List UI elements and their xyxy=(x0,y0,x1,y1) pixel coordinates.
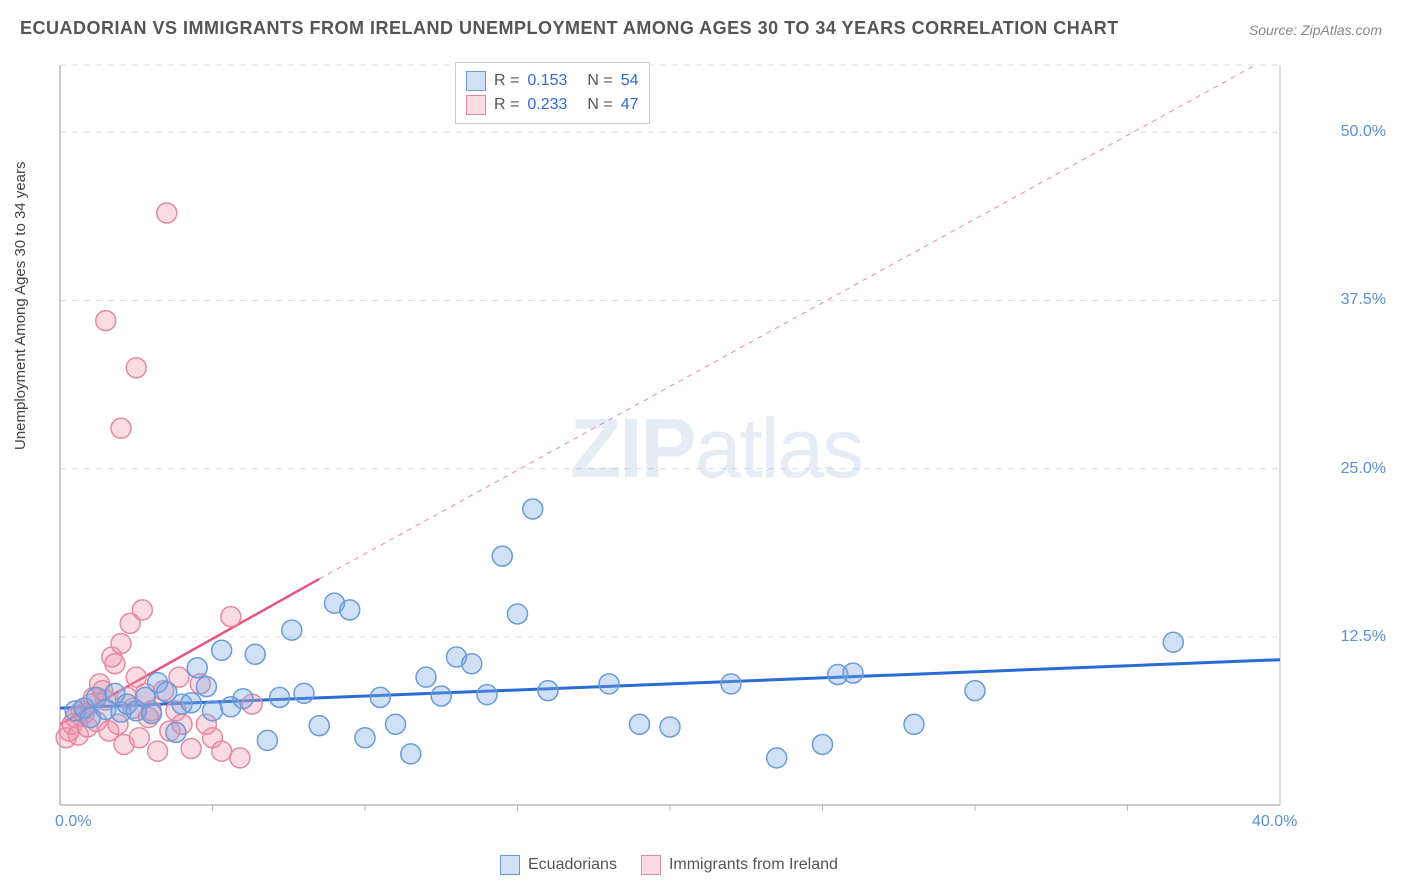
swatch-ecuadorians xyxy=(500,855,520,875)
legend-item-ecuadorians: Ecuadorians xyxy=(500,855,617,875)
y-tick-label: 50.0% xyxy=(1341,123,1386,141)
swatch-ireland xyxy=(466,95,486,115)
r-value-1: 0.153 xyxy=(527,72,567,90)
x-axis-min: 0.0% xyxy=(55,813,91,831)
legend-item-ireland: Immigrants from Ireland xyxy=(641,855,838,875)
swatch-ecuadorians xyxy=(466,71,486,91)
y-tick-label: 37.5% xyxy=(1341,291,1386,309)
source-label: Source: ZipAtlas.com xyxy=(1249,22,1382,38)
legend-label-1: Ecuadorians xyxy=(528,856,617,874)
n-label: N = xyxy=(587,96,612,114)
y-axis-label: Unemployment Among Ages 30 to 34 years xyxy=(12,161,29,450)
stats-row-1: R = 0.153 N = 54 xyxy=(466,69,639,93)
n-value-1: 54 xyxy=(621,72,639,90)
y-tick-label: 12.5% xyxy=(1341,628,1386,646)
chart-title: ECUADORIAN VS IMMIGRANTS FROM IRELAND UN… xyxy=(20,18,1119,39)
y-tick-label: 25.0% xyxy=(1341,460,1386,478)
stats-legend: R = 0.153 N = 54 R = 0.233 N = 47 xyxy=(455,62,650,124)
r-value-2: 0.233 xyxy=(527,96,567,114)
swatch-ireland xyxy=(641,855,661,875)
n-label: N = xyxy=(587,72,612,90)
n-value-2: 47 xyxy=(621,96,639,114)
r-label: R = xyxy=(494,72,519,90)
stats-row-2: R = 0.233 N = 47 xyxy=(466,93,639,117)
series-legend: Ecuadorians Immigrants from Ireland xyxy=(500,855,838,875)
scatter-plot xyxy=(50,55,1340,835)
legend-label-2: Immigrants from Ireland xyxy=(669,856,838,874)
r-label: R = xyxy=(494,96,519,114)
x-axis-max: 40.0% xyxy=(1252,813,1297,831)
